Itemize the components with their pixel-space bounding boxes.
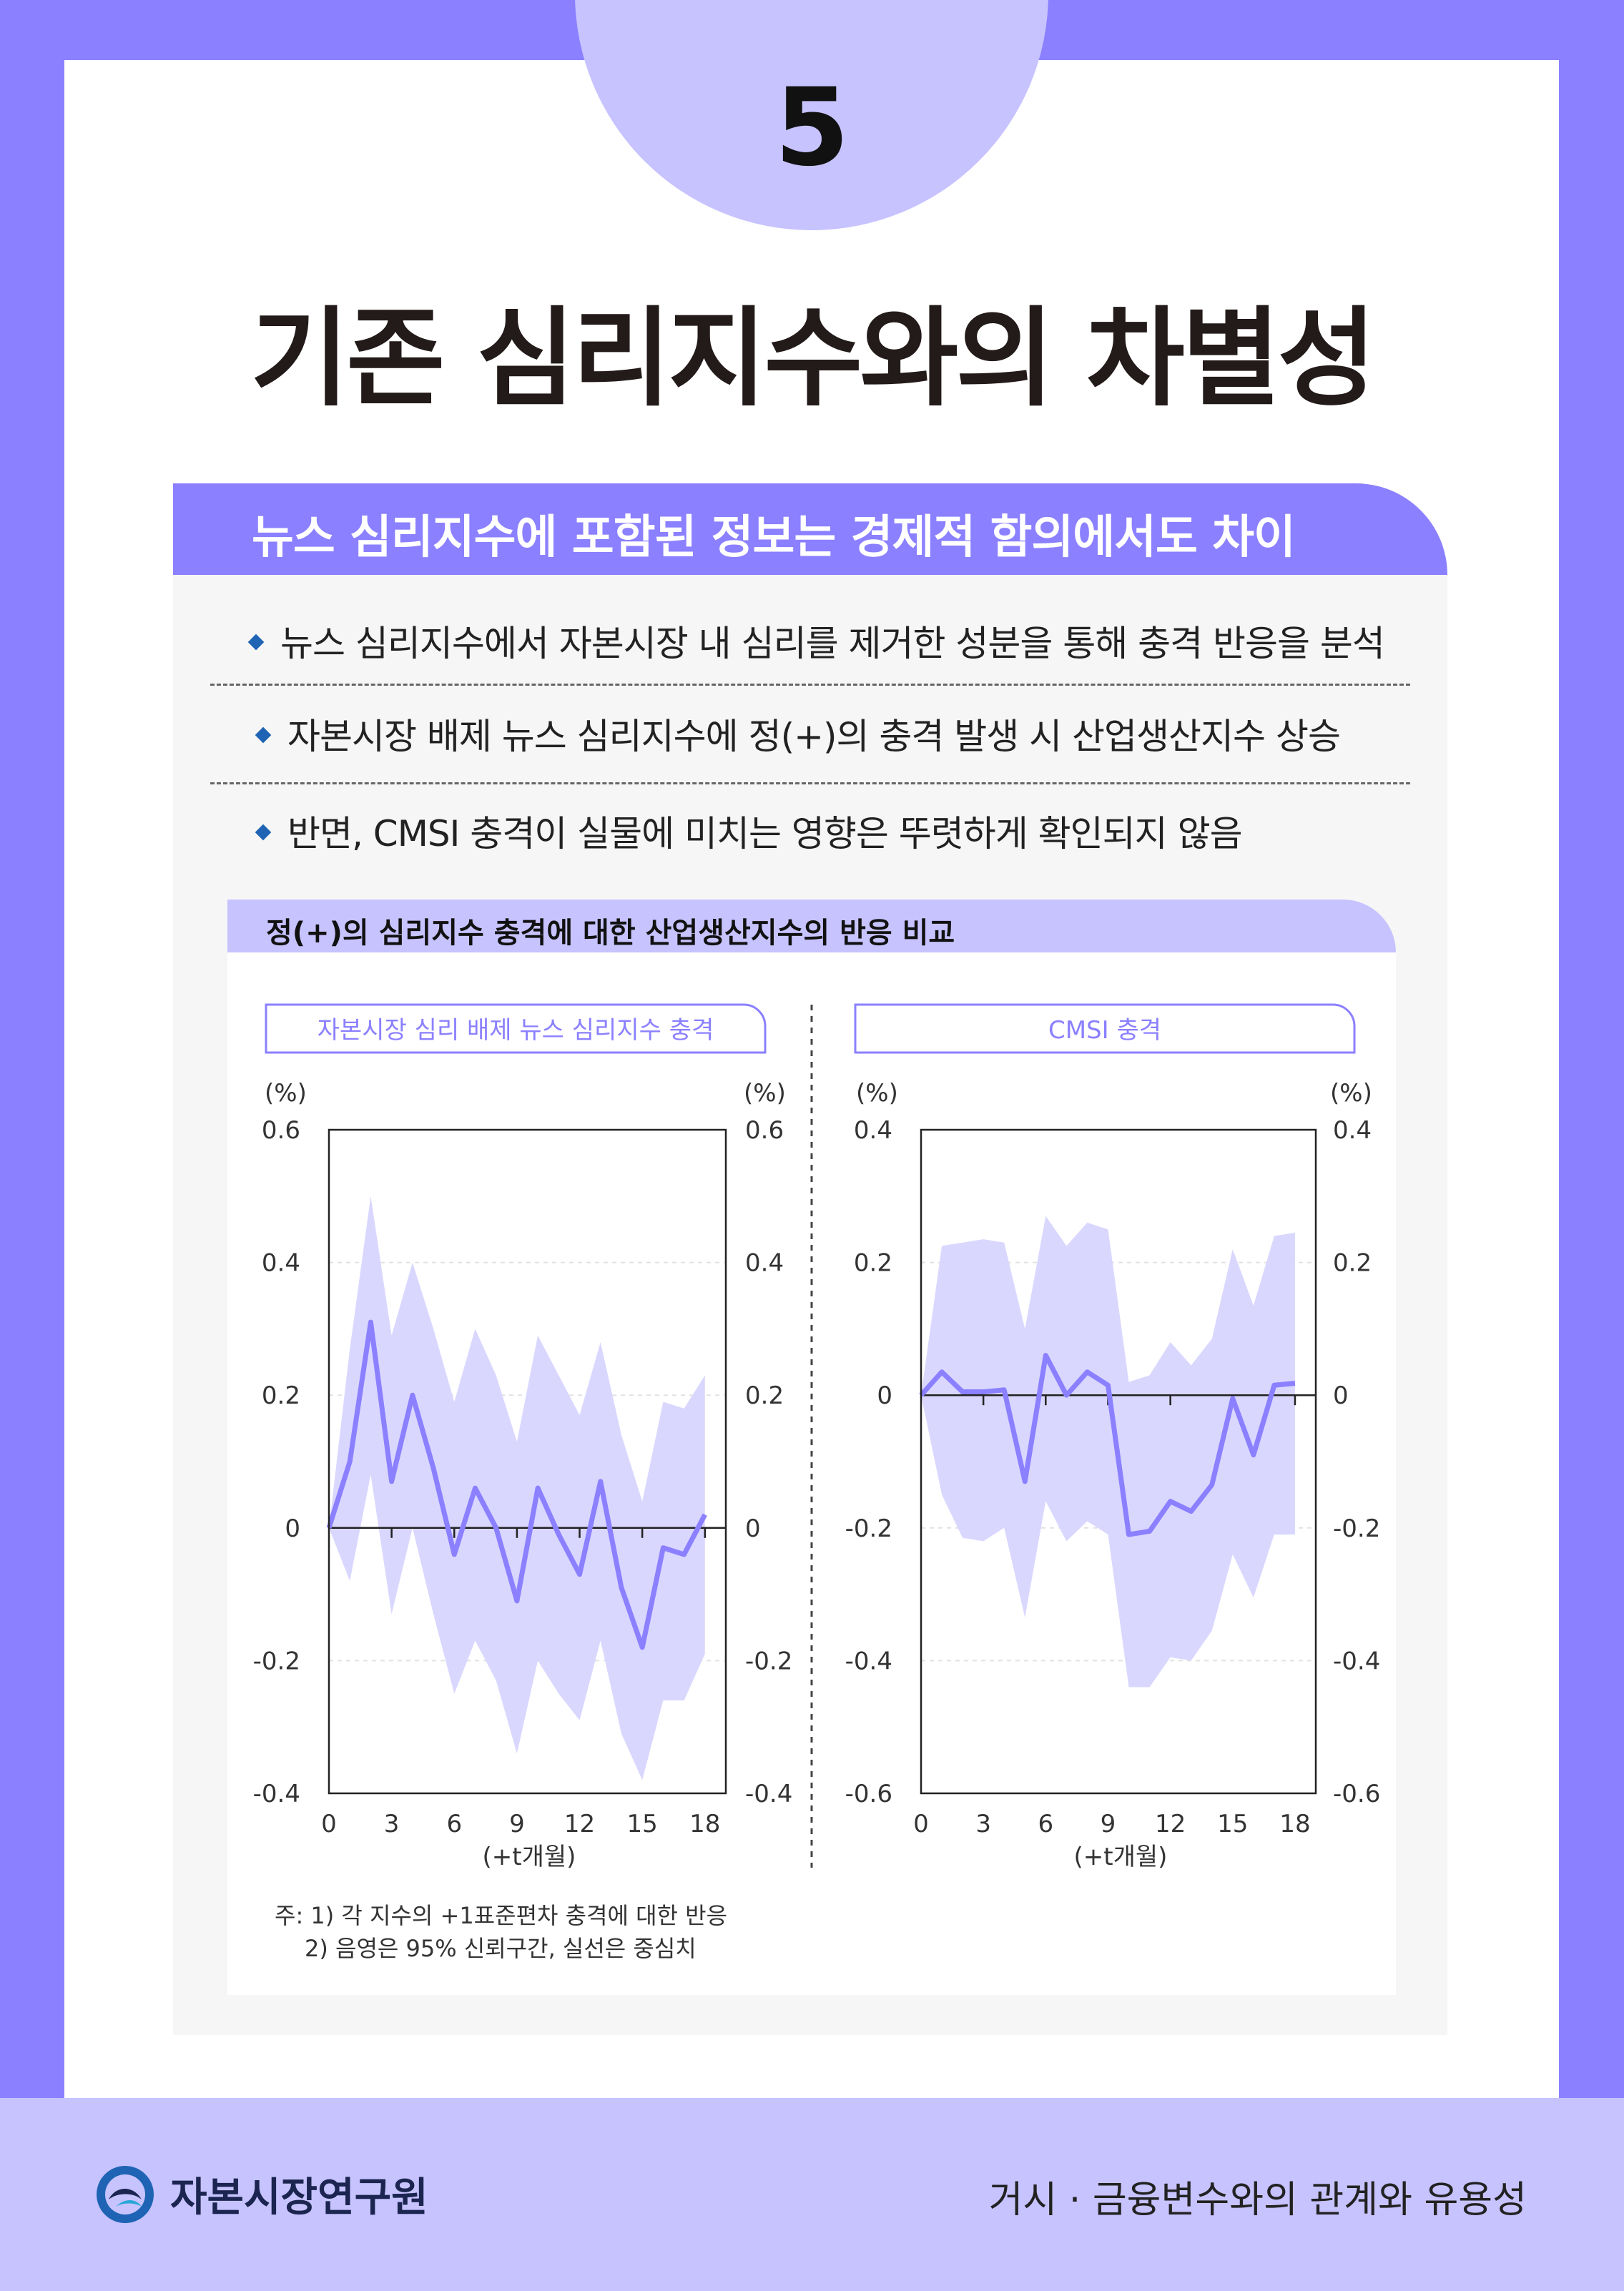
center-estimate-line bbox=[919, 1353, 1296, 1537]
bullet-item-3: 반면, CMSI 충격이 실물에 미치는 영향은 뚜렷하게 확인되지 않음 bbox=[255, 805, 1243, 857]
y-tick-label-left: -0.4 bbox=[845, 1647, 892, 1675]
y-tick-label-right: -0.2 bbox=[745, 1647, 792, 1675]
y-tick-label-left: 0.2 bbox=[262, 1381, 300, 1410]
y-tick-label-right: 0 bbox=[1333, 1381, 1349, 1410]
confidence-band bbox=[329, 1196, 705, 1780]
chart-1-xlabel: (+t개월) bbox=[483, 1843, 576, 1871]
x-tick-label: 9 bbox=[509, 1810, 525, 1838]
chart-1-title: 자본시장 심리 배제 뉴스 심리지수 충격 bbox=[318, 1016, 714, 1045]
y-tick-label-right: -0.6 bbox=[1333, 1780, 1380, 1808]
plot-frame bbox=[920, 1128, 1317, 1795]
bullet-text: 자본시장 배제 뉴스 심리지수에 정(+)의 충격 발생 시 산업생산지수 상승 bbox=[287, 716, 1341, 757]
y-tick-label-left: 0.4 bbox=[854, 1116, 892, 1145]
chart-1: (%) (%) (+t개월) -0.4 -0.4 -0.2 -0.2 0 0 0.2 0.2 0… bbox=[253, 1079, 793, 1871]
chart-2-title: CMSI 충격 bbox=[1048, 1016, 1161, 1045]
x-tick-label: 12 bbox=[564, 1810, 595, 1838]
chart-2-title-box: CMSI 충격 bbox=[854, 1003, 1356, 1054]
y-tick-label-right: 0.4 bbox=[1333, 1116, 1372, 1145]
y-tick-label-right: 0.6 bbox=[745, 1116, 784, 1145]
x-tick-label: 12 bbox=[1155, 1810, 1186, 1838]
chart-2-xlabel: (+t개월) bbox=[1074, 1843, 1168, 1871]
x-tick-label: 6 bbox=[446, 1810, 462, 1838]
org-logo-icon bbox=[97, 2166, 154, 2223]
x-tick-label: 3 bbox=[975, 1810, 991, 1838]
y-tick-label-left: 0.6 bbox=[262, 1116, 300, 1145]
y-tick-label-right: -0.4 bbox=[1333, 1647, 1380, 1675]
y-tick-label-left: 0 bbox=[877, 1381, 892, 1410]
x-tick-label: 18 bbox=[689, 1810, 720, 1838]
chart-1-right-unit: (%) bbox=[744, 1079, 786, 1108]
bullet-text: 반면, CMSI 충격이 실물에 미치는 영향은 뚜렷하게 확인되지 않음 bbox=[287, 813, 1243, 854]
page-title: 기존 심리지수와의 차별성 bbox=[250, 297, 1376, 421]
org-name: 자본시장연구원 bbox=[170, 2174, 428, 2221]
y-tick-label-left: -0.4 bbox=[253, 1780, 300, 1808]
x-tick-label: 15 bbox=[1217, 1810, 1248, 1838]
y-tick-label-right: 0.2 bbox=[745, 1381, 784, 1410]
x-tick-label: 0 bbox=[321, 1810, 337, 1838]
footer-bar: 자본시장연구원 거시 · 금융변수와의 관계와 유용성 bbox=[0, 2098, 1624, 2291]
dotted-divider bbox=[210, 684, 1410, 686]
x-tick-label: 3 bbox=[384, 1810, 400, 1838]
banner-text: 뉴스 심리지수에 포함된 정보는 경제적 함의에서도 차이 bbox=[252, 511, 1296, 564]
chart-heading: 정(+)의 심리지수 충격에 대한 산업생산지수의 반응 비교 bbox=[227, 900, 1396, 952]
note-line-2: 2) 음영은 95% 신뢰구간, 실선은 중심치 bbox=[305, 1935, 697, 1962]
y-tick-label-right: 0.4 bbox=[745, 1249, 784, 1278]
bullet-item-1: 뉴스 심리지수에서 자본시장 내 심리를 제거한 성분을 통해 충격 반응을 분… bbox=[247, 615, 1385, 666]
y-tick-label-right: -0.2 bbox=[1333, 1514, 1380, 1543]
y-tick-label-left: -0.6 bbox=[845, 1780, 892, 1808]
y-tick-label-right: -0.4 bbox=[745, 1780, 792, 1808]
x-tick-label: 15 bbox=[627, 1810, 658, 1838]
plot-frame bbox=[328, 1128, 727, 1795]
x-tick-label: 6 bbox=[1038, 1810, 1053, 1838]
chart-2-left-unit: (%) bbox=[856, 1079, 898, 1108]
chart-2: (%) (%) (+t개월) -0.6 -0.6 -0.4 -0.4 -0.2 -0.2 0… bbox=[845, 1079, 1381, 1871]
note-line-1: 주: 1) 각 지수의 +1표준편차 충격에 대한 반응 bbox=[275, 1902, 727, 1929]
y-tick-label-right: 0.2 bbox=[1333, 1249, 1372, 1278]
chart-heading-text: 정(+)의 심리지수 충격에 대한 산업생산지수의 반응 비교 bbox=[266, 917, 955, 950]
dotted-divider bbox=[210, 782, 1410, 784]
series-title: 거시 · 금융변수와의 관계와 유용성 bbox=[988, 2179, 1527, 2222]
y-tick-label-left: -0.2 bbox=[845, 1514, 892, 1543]
y-tick-label-left: -0.2 bbox=[253, 1647, 300, 1675]
x-tick-label: 18 bbox=[1279, 1810, 1310, 1838]
chart-1-left-unit: (%) bbox=[265, 1079, 307, 1108]
y-tick-label-right: 0 bbox=[745, 1514, 761, 1543]
y-tick-label-left: 0 bbox=[285, 1514, 300, 1543]
confidence-band bbox=[921, 1216, 1295, 1688]
bullet-text: 뉴스 심리지수에서 자본시장 내 심리를 제거한 성분을 통해 충격 반응을 분… bbox=[280, 623, 1385, 664]
summary-banner: 뉴스 심리지수에 포함된 정보는 경제적 함의에서도 차이 bbox=[173, 483, 1447, 575]
chart-2-right-unit: (%) bbox=[1330, 1079, 1372, 1108]
chart-1-title-box: 자본시장 심리 배제 뉴스 심리지수 충격 bbox=[265, 1003, 767, 1054]
section-number: 5 bbox=[774, 66, 850, 190]
x-tick-label: 0 bbox=[913, 1810, 929, 1838]
center-estimate-line bbox=[326, 1319, 707, 1650]
y-tick-label-left: 0.2 bbox=[854, 1249, 892, 1278]
x-tick-label: 9 bbox=[1101, 1810, 1116, 1838]
bullet-item-2: 자본시장 배제 뉴스 심리지수에 정(+)의 충격 발생 시 산업생산지수 상승 bbox=[255, 708, 1341, 759]
y-tick-label-left: 0.4 bbox=[262, 1249, 300, 1278]
